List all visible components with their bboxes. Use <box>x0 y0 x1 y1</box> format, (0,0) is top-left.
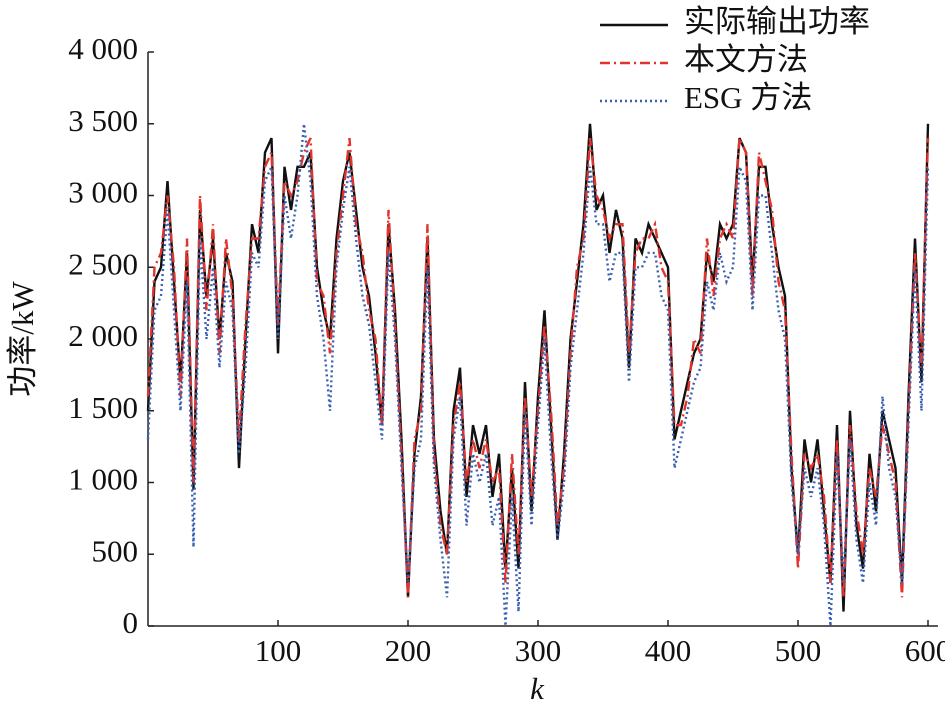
y-tick-label: 3 000 <box>68 175 138 210</box>
y-tick-label: 500 <box>92 533 139 568</box>
x-tick-label: 200 <box>385 633 432 668</box>
y-axis-label: 功率/kW <box>5 281 40 397</box>
y-tick-label: 0 <box>123 605 139 640</box>
x-tick-label: 100 <box>255 633 302 668</box>
x-tick-label: 500 <box>775 633 822 668</box>
series-line <box>146 137 930 598</box>
x-tick-label: 300 <box>515 633 562 668</box>
legend-label: 本文方法 <box>684 42 808 77</box>
x-tick-label: 600 <box>905 633 945 668</box>
legend-label: 实际输出功率 <box>684 4 870 39</box>
legend-label: ESG 方法 <box>684 80 812 115</box>
x-tick-label: 400 <box>645 633 692 668</box>
y-tick-label: 3 500 <box>68 103 138 138</box>
y-tick-label: 2 500 <box>68 246 138 281</box>
series-line <box>146 123 930 627</box>
y-tick-label: 4 000 <box>68 31 138 66</box>
y-tick-label: 1 000 <box>68 462 138 497</box>
y-tick-label: 1 500 <box>68 390 138 425</box>
y-tick-label: 2 000 <box>68 318 138 353</box>
x-axis-label: k <box>530 671 545 706</box>
